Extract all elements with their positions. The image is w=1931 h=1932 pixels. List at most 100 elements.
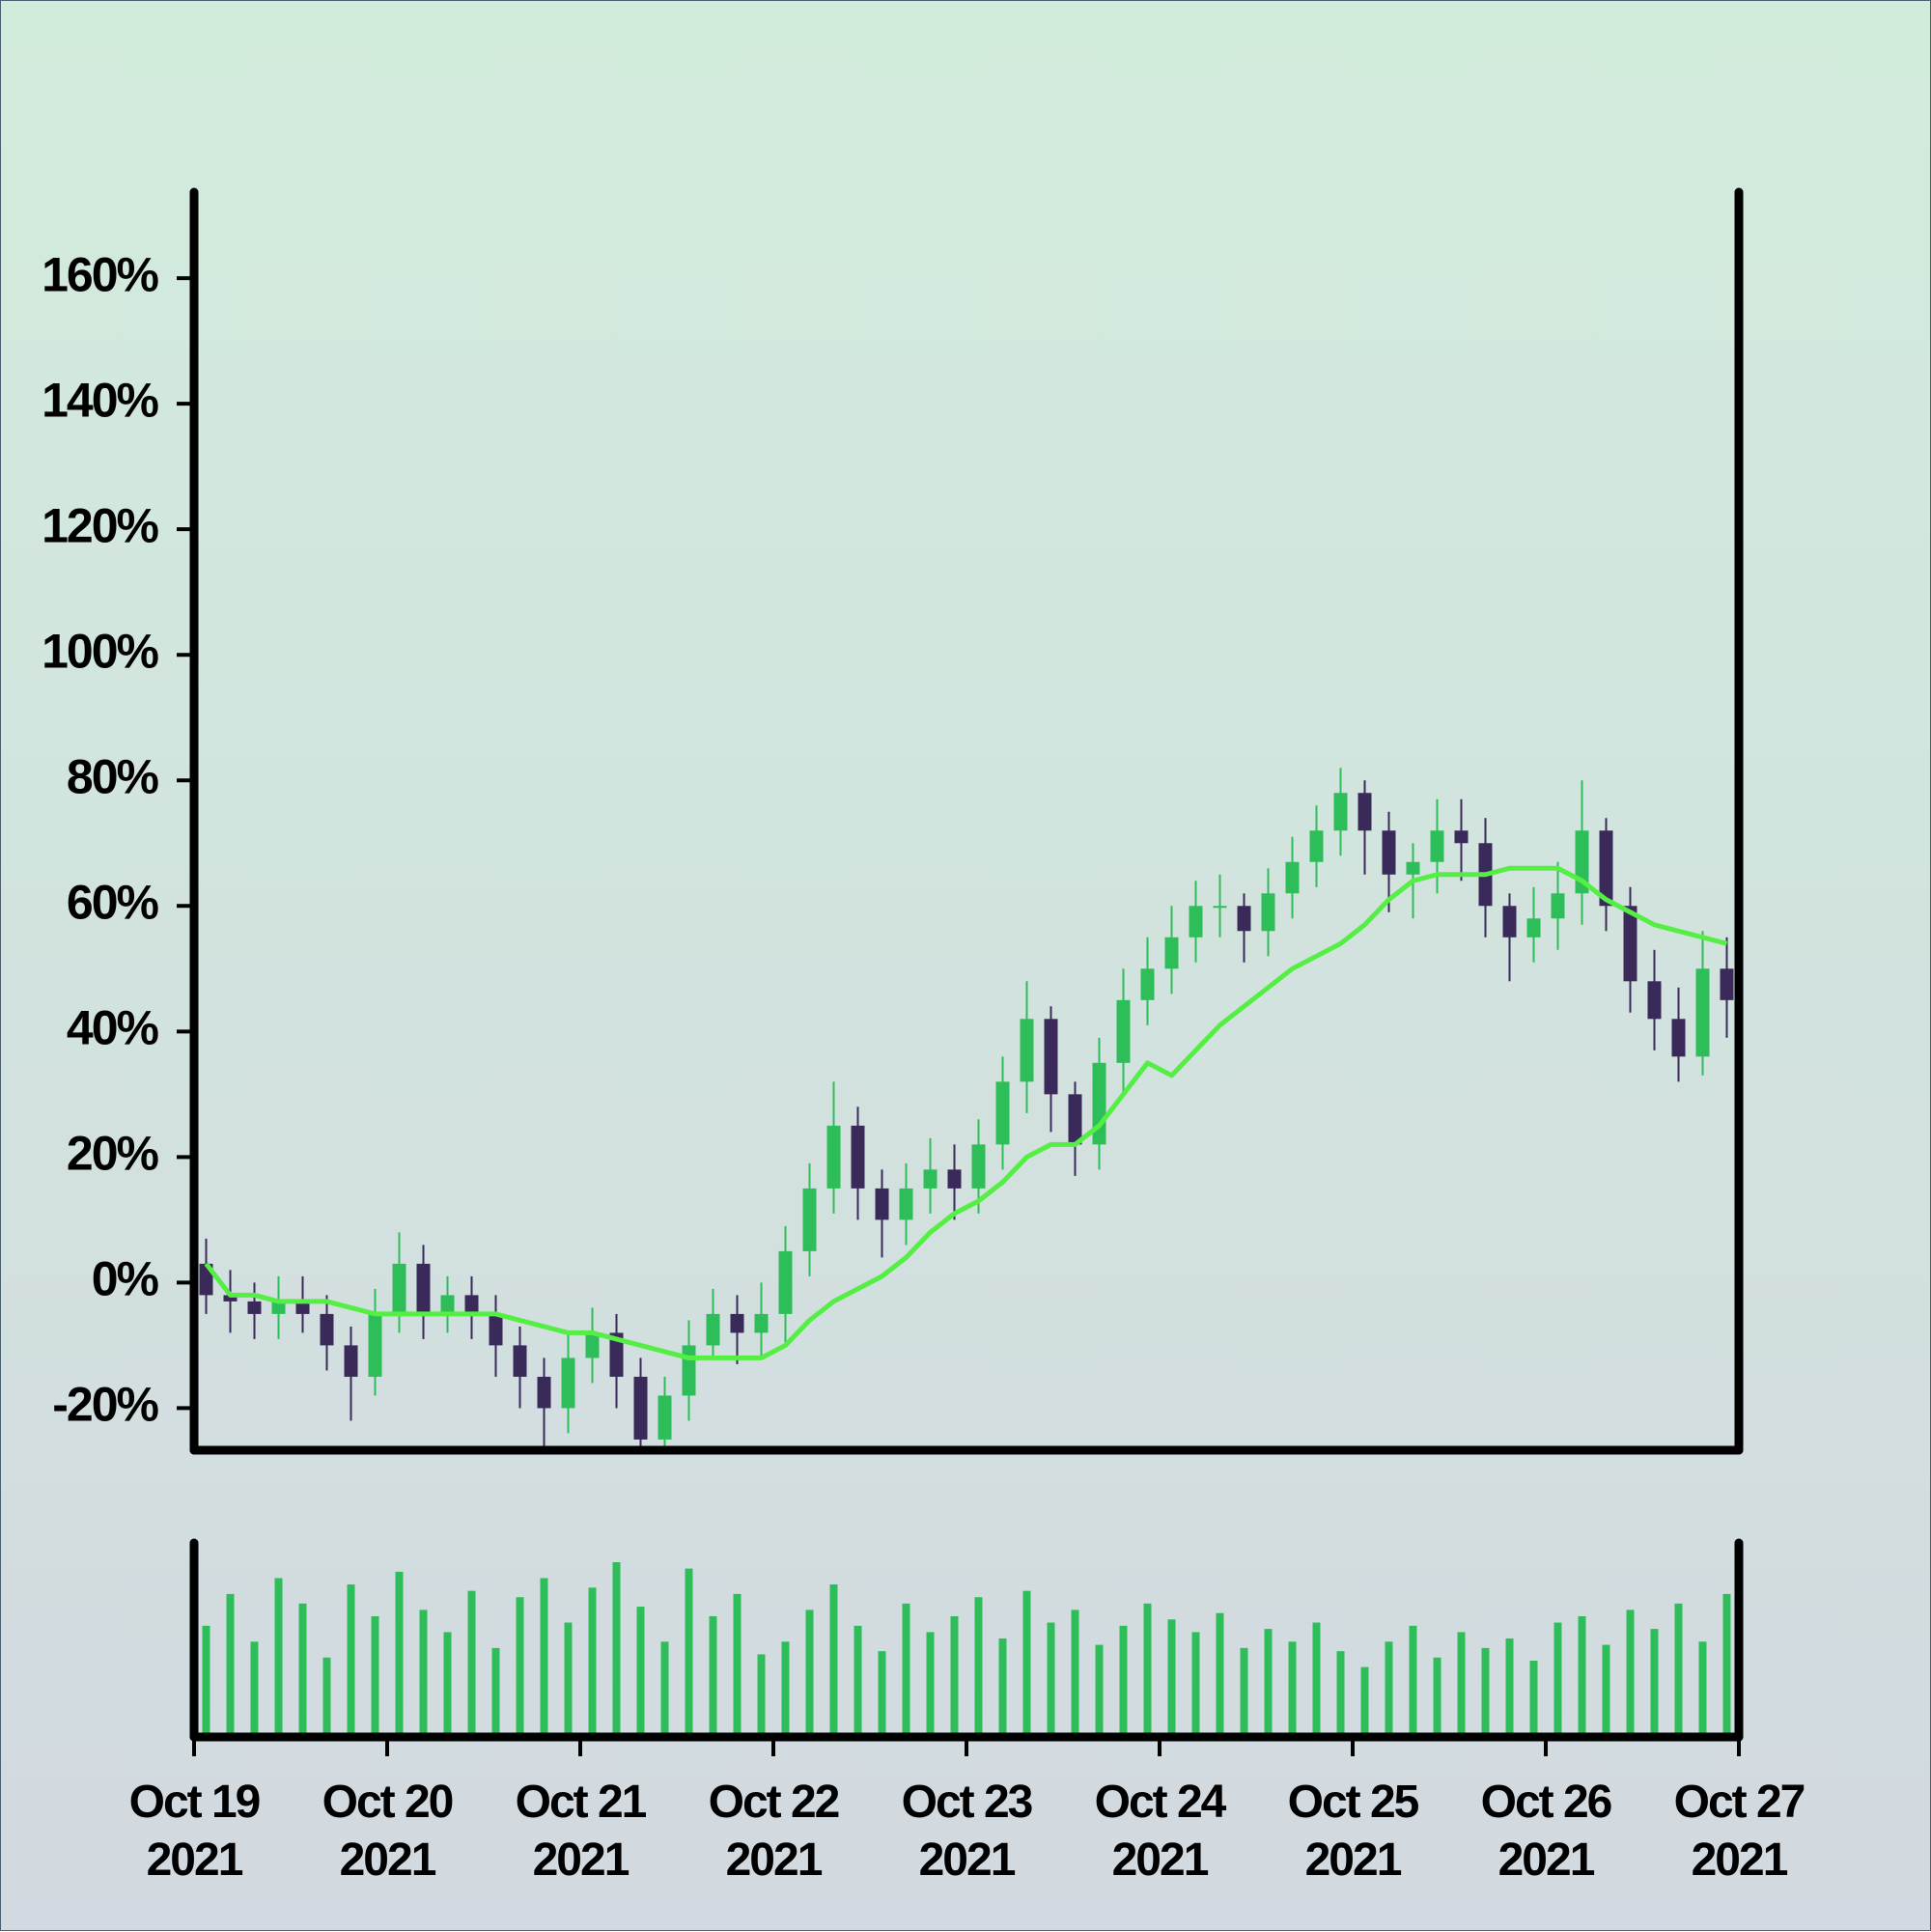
candle-body	[1526, 918, 1541, 938]
candle-body	[1406, 861, 1420, 875]
candle-body	[1502, 906, 1517, 938]
volume-bar	[1216, 1612, 1224, 1737]
candle-body	[754, 1313, 769, 1333]
volume-bar	[540, 1578, 548, 1737]
volume-bar	[274, 1578, 283, 1737]
volume-bar	[950, 1615, 959, 1737]
y-tick-label: 60%	[67, 875, 159, 929]
volume-bar	[298, 1603, 307, 1737]
volume-bar	[636, 1607, 645, 1737]
candle-body	[271, 1301, 286, 1314]
volume-bar	[1529, 1661, 1538, 1737]
volume-bar	[1143, 1603, 1152, 1737]
candle-body	[875, 1188, 889, 1220]
volume-bar	[371, 1615, 379, 1737]
volume-bar	[1626, 1610, 1635, 1737]
volume-bar	[1167, 1619, 1176, 1737]
y-tick-label: 80%	[67, 749, 159, 803]
candle-body	[537, 1376, 551, 1409]
x-tick-label: Oct 24 2021	[1094, 1777, 1227, 1886]
volume-bar	[1264, 1629, 1273, 1737]
candle-body	[1430, 830, 1444, 862]
volume-bar	[902, 1603, 910, 1737]
y-tick-label: 120%	[42, 498, 158, 552]
volume-bar	[588, 1587, 597, 1737]
x-tick-label: Oct 20 2021	[322, 1777, 455, 1886]
volume-bar	[1119, 1625, 1128, 1737]
volume-bar	[709, 1615, 717, 1737]
volume-bar	[1409, 1625, 1417, 1737]
volume-bar	[226, 1593, 235, 1737]
candle-body	[1044, 1019, 1058, 1095]
volume-bar	[1191, 1632, 1200, 1737]
volume-bar	[347, 1584, 355, 1737]
volume-bar	[1505, 1638, 1514, 1737]
volume-bar	[878, 1651, 886, 1737]
volume-bar	[1650, 1629, 1659, 1737]
volume-bar	[467, 1590, 476, 1737]
x-tick-label: Oct 27 2021	[1673, 1777, 1806, 1886]
volume-bar	[491, 1647, 500, 1737]
volume-bar	[1433, 1657, 1441, 1737]
volume-bar	[854, 1625, 862, 1737]
volume-bar	[1674, 1603, 1683, 1737]
volume-bar	[419, 1610, 428, 1737]
volume-bar	[202, 1625, 210, 1737]
y-tick-label: 0%	[92, 1252, 159, 1306]
candle-body	[1382, 830, 1396, 875]
y-tick-label: 160%	[42, 247, 158, 301]
candle-body	[947, 1169, 962, 1189]
x-tick-label: Oct 23 2021	[901, 1777, 1034, 1886]
candle-body	[633, 1376, 648, 1440]
candle-body	[1599, 830, 1613, 907]
candle-body	[320, 1313, 334, 1346]
volume-bar	[829, 1584, 838, 1737]
candle-body	[826, 1125, 841, 1189]
candle-body	[1261, 893, 1275, 932]
volume-bar	[1722, 1593, 1731, 1737]
volume-bar	[1360, 1666, 1369, 1737]
volume-bar	[1095, 1644, 1104, 1737]
candle-body	[513, 1345, 527, 1377]
y-tick-label: -20%	[52, 1378, 158, 1432]
volume-bar	[443, 1632, 452, 1737]
volume-bar	[733, 1593, 742, 1737]
candle-body	[658, 1395, 672, 1440]
volume-bar	[612, 1562, 621, 1737]
volume-bar	[1481, 1647, 1490, 1737]
volume-bar	[974, 1597, 983, 1737]
candle-body	[561, 1358, 575, 1409]
candle-body	[464, 1295, 479, 1314]
candle-body	[923, 1169, 938, 1189]
candle-body	[1551, 893, 1565, 919]
candle-body	[971, 1144, 986, 1189]
candle-body	[1671, 1019, 1686, 1057]
candle-body	[223, 1295, 238, 1302]
volume-bar	[1698, 1641, 1707, 1737]
candle-body	[585, 1332, 600, 1358]
candle-body	[392, 1263, 406, 1314]
candle-body	[1140, 968, 1155, 1000]
x-tick-label: Oct 26 2021	[1480, 1777, 1613, 1886]
x-tick-label: Oct 21 2021	[515, 1777, 648, 1886]
candle-body	[1623, 906, 1637, 982]
candle-body	[1164, 937, 1179, 969]
volume-bar	[1288, 1641, 1297, 1737]
y-tick-label: 40%	[67, 1001, 159, 1055]
candle-body	[802, 1188, 817, 1251]
volume-bar	[781, 1641, 790, 1737]
candle-body	[295, 1301, 310, 1314]
candle-body	[440, 1295, 455, 1314]
candle-body	[1237, 906, 1251, 932]
x-tick-label: Oct 19 2021	[128, 1777, 262, 1886]
volume-bar	[926, 1632, 935, 1737]
candle-body	[1647, 981, 1662, 1020]
volume-bar	[1602, 1644, 1610, 1737]
volume-bar	[685, 1568, 693, 1737]
volume-bar	[1336, 1651, 1345, 1737]
candle-body	[1213, 906, 1227, 909]
volume-bar	[998, 1638, 1007, 1737]
volume-bar	[1457, 1632, 1466, 1737]
